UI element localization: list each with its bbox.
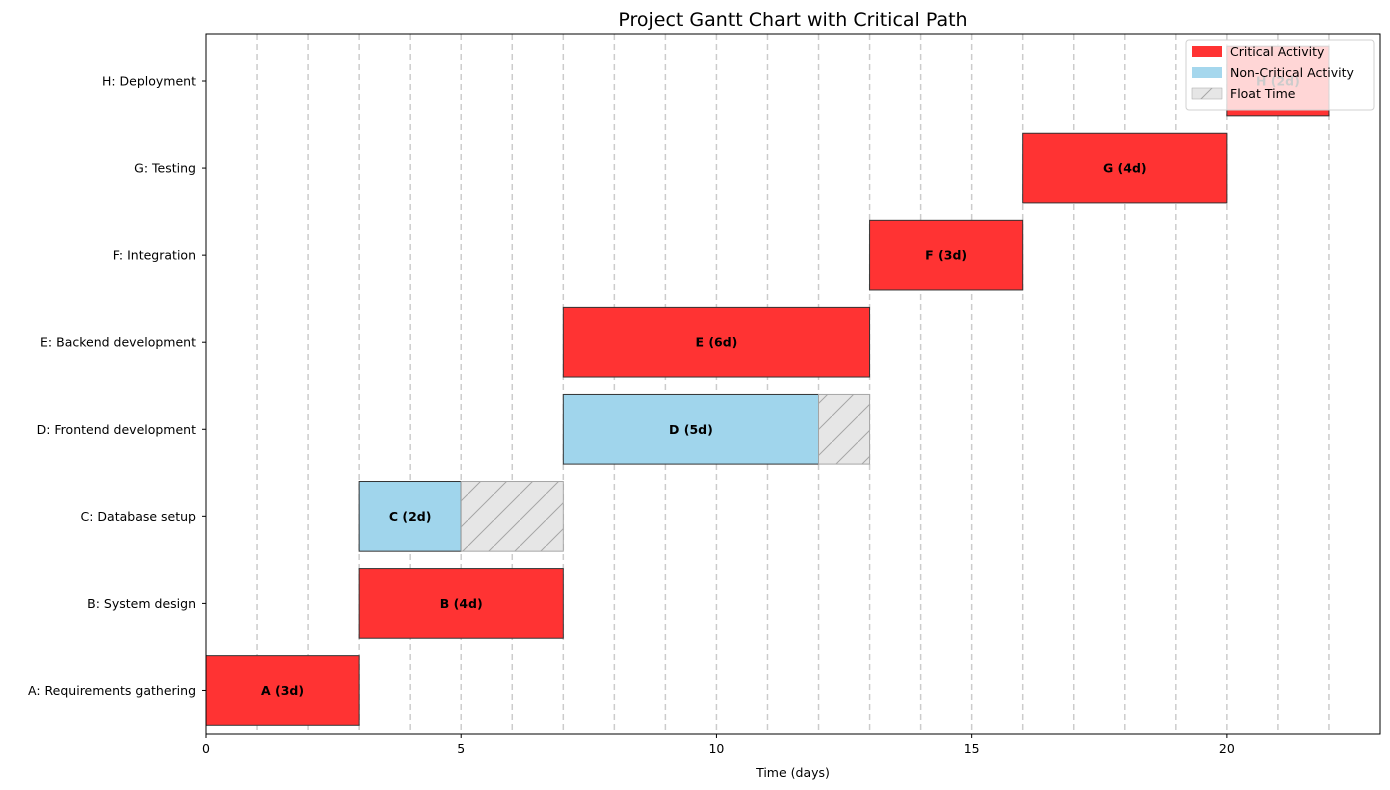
legend-label-noncritical: Non-Critical Activity [1230, 65, 1354, 80]
x-tick-label: 20 [1219, 741, 1235, 756]
legend-swatch-hatch [1192, 88, 1222, 99]
x-axis: 0 5 10 15 20 [202, 734, 1235, 756]
y-tick-label: G: Testing [134, 161, 196, 176]
critical-bar [206, 655, 360, 726]
bar-label: G (4d) [1103, 161, 1147, 176]
chart-title: Project Gantt Chart with Critical Path [618, 9, 967, 31]
y-tick-label: H: Deployment [102, 74, 196, 89]
y-tick-label: A: Requirements gathering [28, 683, 196, 698]
legend-label-float: Float Time [1230, 86, 1296, 101]
x-axis-title: Time (days) [755, 765, 830, 780]
noncritical-bar [358, 481, 462, 552]
x-tick-label: 0 [202, 741, 210, 756]
x-tick-label: 10 [708, 741, 724, 756]
bar-label: A (3d) [261, 683, 304, 698]
bar-label: B (4d) [440, 596, 483, 611]
bar-label: E (6d) [695, 335, 737, 350]
noncritical-bar [562, 393, 820, 465]
float-hatch [818, 394, 870, 465]
legend-swatch-critical [1192, 46, 1222, 57]
critical-bar [1022, 132, 1228, 204]
bar-label: C (2d) [389, 509, 432, 524]
task-bar-group: F (3d) [869, 219, 1024, 291]
y-tick-label: B: System design [87, 596, 196, 611]
task-bar-group: G (4d) [1022, 132, 1228, 204]
task-bar-group: D (5d) [562, 393, 871, 465]
critical-bar [869, 219, 1024, 291]
critical-bar [358, 568, 564, 639]
y-tick-label: D: Frontend development [37, 422, 197, 437]
task-bar-group: E (6d) [562, 306, 871, 378]
bars: A (3d) B (4d) C (2d) D (5d) E (6d) F (3d) G (4… [206, 45, 1330, 726]
legend-box [1185, 39, 1375, 111]
x-tick-label: 15 [964, 741, 980, 756]
y-tick-label: F: Integration [113, 248, 196, 263]
plot-frame [205, 33, 1381, 735]
bar-label: D (5d) [669, 422, 713, 437]
task-bar-group: B (4d) [358, 568, 564, 639]
x-tick-label: 5 [457, 741, 465, 756]
y-tick-label: E: Backend development [40, 335, 196, 350]
legend-swatch-noncritical [1192, 67, 1222, 78]
y-axis: A: Requirements gathering B: System desig… [28, 74, 206, 698]
legend-label-critical: Critical Activity [1230, 44, 1325, 59]
task-bar-group: C (2d) [358, 481, 564, 552]
critical-bar [562, 306, 871, 378]
bar-label: F (3d) [925, 248, 967, 263]
y-tick-label: C: Database setup [81, 509, 197, 524]
float-hatch [461, 481, 564, 552]
legend: Critical Activity Non-Critical Activity Fl… [1185, 39, 1375, 111]
task-bar-group: A (3d) [206, 655, 360, 726]
